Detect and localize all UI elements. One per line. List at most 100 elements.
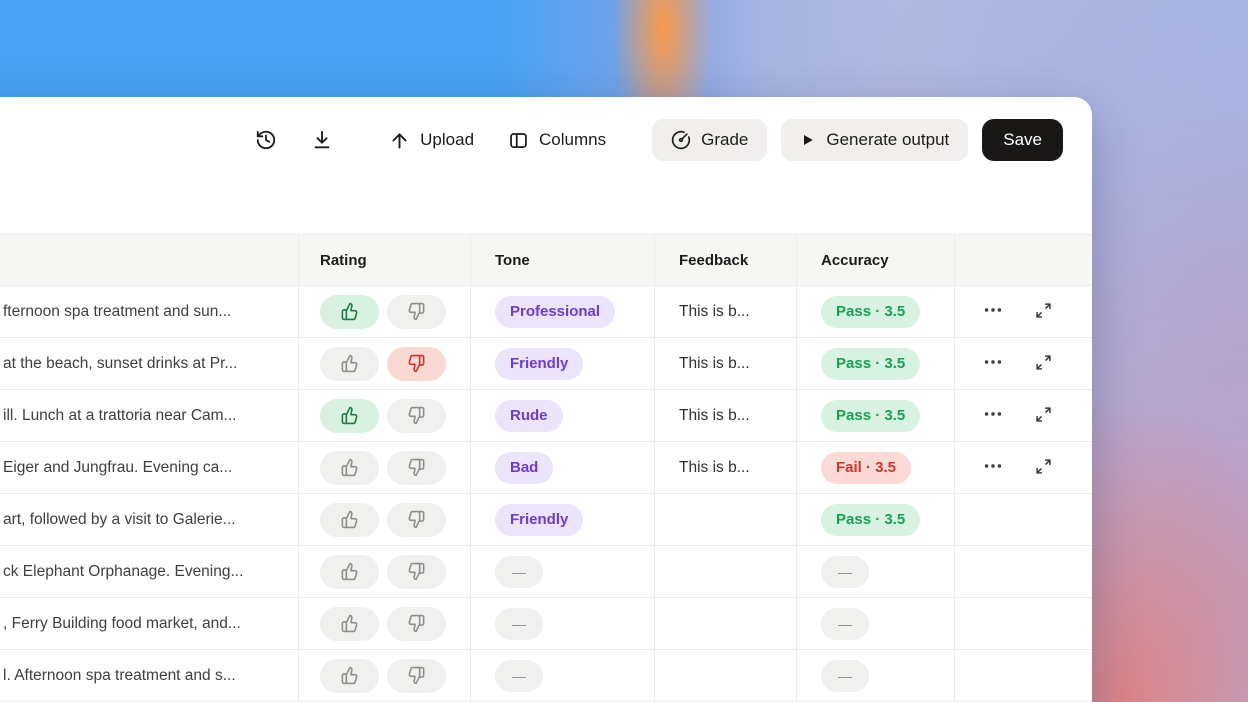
row-text: , Ferry Building food market, and...: [3, 614, 241, 632]
row-more-button[interactable]: [982, 455, 1004, 480]
cell-tone[interactable]: —: [471, 598, 655, 649]
save-label: Save: [1003, 130, 1042, 149]
header-cell-feedback[interactable]: Feedback: [655, 235, 797, 285]
accuracy-badge: —: [821, 659, 869, 692]
save-button[interactable]: Save: [982, 119, 1063, 161]
thumbs-down-icon: [407, 562, 426, 581]
cell-accuracy[interactable]: Fail · 3.5: [797, 442, 955, 493]
cell-rating: [299, 286, 471, 337]
cell-prompt[interactable]: ill. Lunch at a trattoria near Cam...: [0, 390, 299, 441]
cell-feedback[interactable]: [655, 650, 797, 701]
cell-actions: [955, 598, 1092, 649]
table-row[interactable]: ck Elephant Orphanage. Evening... — —: [0, 546, 1092, 598]
expand-icon: [1035, 458, 1052, 478]
cell-accuracy[interactable]: Pass · 3.5: [797, 338, 955, 389]
thumbs-up-button[interactable]: [320, 398, 379, 433]
row-more-button[interactable]: [982, 403, 1004, 428]
history-button[interactable]: [245, 119, 287, 161]
accuracy-badge: Pass · 3.5: [821, 399, 921, 432]
thumbs-up-icon: [340, 666, 359, 685]
download-button[interactable]: [301, 119, 343, 161]
cell-prompt[interactable]: , Ferry Building food market, and...: [0, 598, 299, 649]
thumbs-up-icon: [340, 510, 359, 529]
thumbs-down-button[interactable]: [387, 554, 446, 589]
cell-prompt[interactable]: Eiger and Jungfrau. Evening ca...: [0, 442, 299, 493]
upload-button[interactable]: Upload: [379, 120, 484, 161]
thumbs-down-button[interactable]: [387, 606, 446, 641]
cell-tone[interactable]: Rude: [471, 390, 655, 441]
more-ellipsis-icon: [982, 403, 1004, 428]
table-row[interactable]: , Ferry Building food market, and... — —: [0, 598, 1092, 650]
more-ellipsis-icon: [982, 299, 1004, 324]
table-row[interactable]: art, followed by a visit to Galerie... F…: [0, 494, 1092, 546]
table-row[interactable]: Eiger and Jungfrau. Evening ca... Bad Th…: [0, 442, 1092, 494]
gauge-icon: [671, 130, 691, 150]
generate-output-button[interactable]: Generate output: [781, 119, 969, 161]
cell-feedback[interactable]: This is b...: [655, 286, 797, 337]
header-cell-actions: [955, 235, 1092, 285]
header-cell-prompt[interactable]: [0, 235, 299, 285]
thumbs-down-button[interactable]: [387, 450, 446, 485]
columns-button[interactable]: Columns: [498, 120, 616, 161]
expand-icon: [1035, 302, 1052, 322]
cell-prompt[interactable]: ck Elephant Orphanage. Evening...: [0, 546, 299, 597]
cell-feedback[interactable]: This is b...: [655, 338, 797, 389]
row-expand-button[interactable]: [1035, 406, 1052, 426]
cell-actions: [955, 390, 1092, 441]
table-row[interactable]: fternoon spa treatment and sun... Profes…: [0, 286, 1092, 338]
cell-tone[interactable]: —: [471, 650, 655, 701]
thumbs-down-button[interactable]: [387, 346, 446, 381]
thumbs-up-button[interactable]: [320, 346, 379, 381]
thumbs-up-button[interactable]: [320, 658, 379, 693]
cell-feedback[interactable]: This is b...: [655, 442, 797, 493]
cell-accuracy[interactable]: —: [797, 598, 955, 649]
header-cell-rating[interactable]: Rating: [299, 235, 471, 285]
thumbs-down-icon: [407, 406, 426, 425]
thumbs-down-button[interactable]: [387, 658, 446, 693]
cell-prompt[interactable]: art, followed by a visit to Galerie...: [0, 494, 299, 545]
row-expand-button[interactable]: [1035, 302, 1052, 322]
thumbs-down-button[interactable]: [387, 502, 446, 537]
thumbs-up-button[interactable]: [320, 554, 379, 589]
cell-tone[interactable]: Professional: [471, 286, 655, 337]
cell-prompt[interactable]: l. Afternoon spa treatment and s...: [0, 650, 299, 701]
cell-tone[interactable]: Friendly: [471, 338, 655, 389]
header-cell-accuracy[interactable]: Accuracy: [797, 235, 955, 285]
cell-tone[interactable]: —: [471, 546, 655, 597]
thumbs-down-button[interactable]: [387, 294, 446, 329]
cell-accuracy[interactable]: Pass · 3.5: [797, 390, 955, 441]
thumbs-up-button[interactable]: [320, 450, 379, 485]
cell-feedback[interactable]: This is b...: [655, 390, 797, 441]
cell-tone[interactable]: Friendly: [471, 494, 655, 545]
table-row[interactable]: l. Afternoon spa treatment and s... — —: [0, 650, 1092, 702]
row-expand-button[interactable]: [1035, 354, 1052, 374]
tone-badge: Friendly: [495, 347, 584, 380]
cell-accuracy[interactable]: Pass · 3.5: [797, 286, 955, 337]
history-icon: [255, 129, 277, 151]
cell-accuracy[interactable]: Pass · 3.5: [797, 494, 955, 545]
cell-feedback[interactable]: [655, 598, 797, 649]
cell-rating: [299, 494, 471, 545]
row-more-button[interactable]: [982, 299, 1004, 324]
cell-prompt[interactable]: fternoon spa treatment and sun...: [0, 286, 299, 337]
header-cell-tone[interactable]: Tone: [471, 235, 655, 285]
cell-feedback[interactable]: [655, 546, 797, 597]
thumbs-up-button[interactable]: [320, 502, 379, 537]
cell-accuracy[interactable]: —: [797, 546, 955, 597]
thumbs-up-icon: [340, 614, 359, 633]
thumbs-up-button[interactable]: [320, 606, 379, 641]
table-row[interactable]: at the beach, sunset drinks at Pr... Fri…: [0, 338, 1092, 390]
thumbs-down-button[interactable]: [387, 398, 446, 433]
row-expand-button[interactable]: [1035, 458, 1052, 478]
play-icon: [800, 132, 816, 148]
cell-prompt[interactable]: at the beach, sunset drinks at Pr...: [0, 338, 299, 389]
grade-button[interactable]: Grade: [652, 119, 768, 161]
table-row[interactable]: ill. Lunch at a trattoria near Cam... Ru…: [0, 390, 1092, 442]
thumbs-up-button[interactable]: [320, 294, 379, 329]
thumbs-up-icon: [340, 562, 359, 581]
cell-accuracy[interactable]: —: [797, 650, 955, 701]
cell-tone[interactable]: Bad: [471, 442, 655, 493]
row-more-button[interactable]: [982, 351, 1004, 376]
cell-feedback[interactable]: [655, 494, 797, 545]
tone-badge: —: [495, 607, 543, 640]
